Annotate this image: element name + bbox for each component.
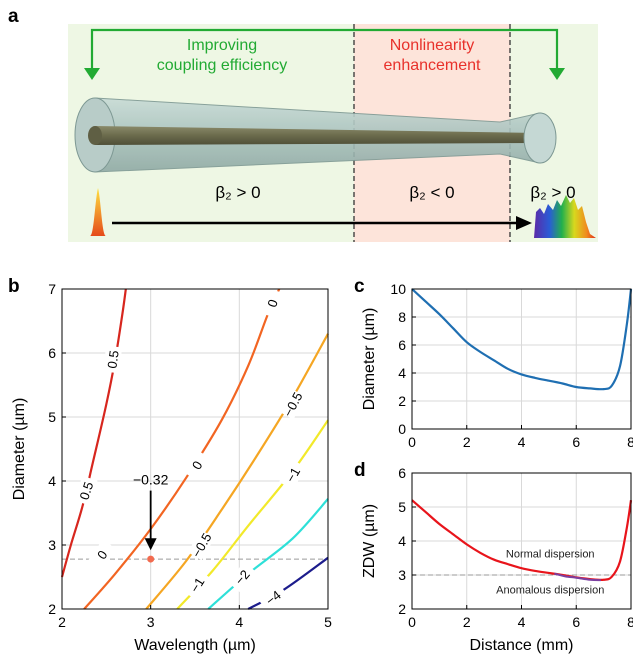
y-tick-label: 4 — [398, 533, 406, 549]
contour-line — [60, 288, 127, 578]
annotation-value: −0.32 — [133, 472, 169, 488]
y-tick-label: 2 — [398, 601, 406, 617]
x-axis-label: Distance (mm) — [469, 637, 573, 654]
x-tick-label: 6 — [572, 434, 580, 450]
contour-label-bg — [87, 539, 116, 570]
x-tick-label: 8 — [627, 434, 633, 450]
contour-label-bg — [279, 388, 306, 420]
y-axis-label: ZDW (µm) — [361, 504, 378, 578]
y-tick-label: 0 — [398, 421, 406, 437]
diameter-curve — [411, 288, 633, 391]
arrowhead-right — [549, 68, 565, 80]
panel-a-letter: a — [8, 6, 19, 27]
x-tick-label: 8 — [627, 614, 633, 630]
y-tick-label: 6 — [398, 337, 406, 353]
contour-label-bg — [183, 449, 211, 481]
beta-anomalous: β₂ < 0 — [409, 183, 454, 202]
x-tick-label: 0 — [408, 434, 416, 450]
output-spectrum — [534, 195, 596, 238]
y-tick-label: 6 — [48, 345, 56, 361]
x-tick-label: 5 — [324, 614, 332, 630]
contour-label: −4 — [263, 587, 284, 608]
x-tick-label: 4 — [518, 434, 526, 450]
zdw-anomalous-segment — [554, 572, 601, 582]
x-tick-label: 3 — [147, 614, 155, 630]
coupling-label-line2: coupling efficiency — [157, 57, 287, 74]
y-tick-label: 8 — [398, 309, 406, 325]
dispersion-label: Normal dispersion — [506, 548, 595, 560]
contour-line — [145, 333, 329, 610]
contour-label-bg — [257, 583, 289, 612]
dispersion-label: Anomalous dispersion — [496, 584, 604, 596]
y-tick-label: 4 — [398, 365, 406, 381]
annotation-arrowhead — [144, 538, 157, 551]
coupling-label-line1: Improving — [187, 37, 257, 54]
contour-label: −1 — [187, 575, 208, 596]
y-tick-label: 10 — [390, 281, 406, 297]
contour-label: −1 — [283, 465, 303, 485]
x-tick-label: 2 — [463, 434, 471, 450]
contour-line — [247, 556, 329, 610]
contour-label: 0.5 — [76, 480, 96, 502]
plot-frame — [411, 288, 632, 430]
y-tick-label: 5 — [398, 499, 406, 515]
beta-normal-right: β₂ > 0 — [530, 183, 575, 202]
contour-line — [83, 288, 281, 610]
contour-label-bg — [187, 529, 215, 561]
y-tick-label: 2 — [48, 601, 56, 617]
nonlinear-label-line2: enhancement — [384, 57, 482, 74]
x-tick-label: 4 — [235, 614, 243, 630]
zdw-curve — [411, 499, 633, 581]
contour-label: 0 — [264, 297, 281, 309]
contour-label-bg — [227, 561, 257, 593]
panel-c-diameter-plot: c 0 2 4 6 8 0 2 4 6 8 10 Diameter (µm) — [354, 276, 633, 450]
y-tick-label: 3 — [48, 537, 56, 553]
contour-label-bg — [279, 459, 306, 490]
contour-label-bg — [102, 345, 123, 374]
contour-label-bg — [74, 475, 98, 506]
coupling-bracket — [90, 28, 559, 78]
contour-label: 0.5 — [104, 349, 121, 369]
propagation-arrowhead — [516, 216, 532, 230]
x-tick-label: 2 — [463, 614, 471, 630]
y-tick-label: 3 — [398, 567, 406, 583]
x-axis-label: Wavelength (µm) — [134, 637, 256, 654]
contour-label-bg — [183, 569, 211, 600]
plot-frame — [61, 288, 329, 610]
y-tick-label: 4 — [48, 473, 56, 489]
y-axis-label: Diameter (µm) — [361, 308, 378, 411]
panel-a: a Improving coupling efficiency Nonlinea… — [8, 6, 598, 242]
arrowhead-left — [84, 68, 100, 80]
nonlinear-label-line1: Nonlinearity — [390, 37, 474, 54]
y-tick-label: 6 — [398, 465, 406, 481]
y-tick-label: 2 — [398, 393, 406, 409]
y-tick-label: 5 — [48, 409, 56, 425]
panel-c-letter: c — [354, 276, 365, 297]
x-tick-label: 2 — [58, 614, 66, 630]
contour-label: −0.5 — [280, 390, 305, 420]
contour-line — [207, 498, 329, 610]
plot-frame — [411, 472, 632, 610]
panel-d-letter: d — [354, 460, 366, 481]
panel-b-letter: b — [8, 276, 20, 297]
y-axis-label: Diameter (µm) — [11, 398, 28, 501]
beta-normal-left: β₂ > 0 — [215, 183, 260, 202]
contour-label-bg — [260, 288, 284, 318]
x-tick-label: 0 — [408, 614, 416, 630]
y-tick-label: 7 — [48, 281, 56, 297]
contour-label: −2 — [232, 567, 253, 588]
tapered-fiber — [74, 97, 557, 173]
x-tick-label: 6 — [572, 614, 580, 630]
input-pulse — [90, 188, 106, 236]
x-tick-label: 4 — [518, 614, 526, 630]
operating-point-marker — [147, 555, 155, 563]
